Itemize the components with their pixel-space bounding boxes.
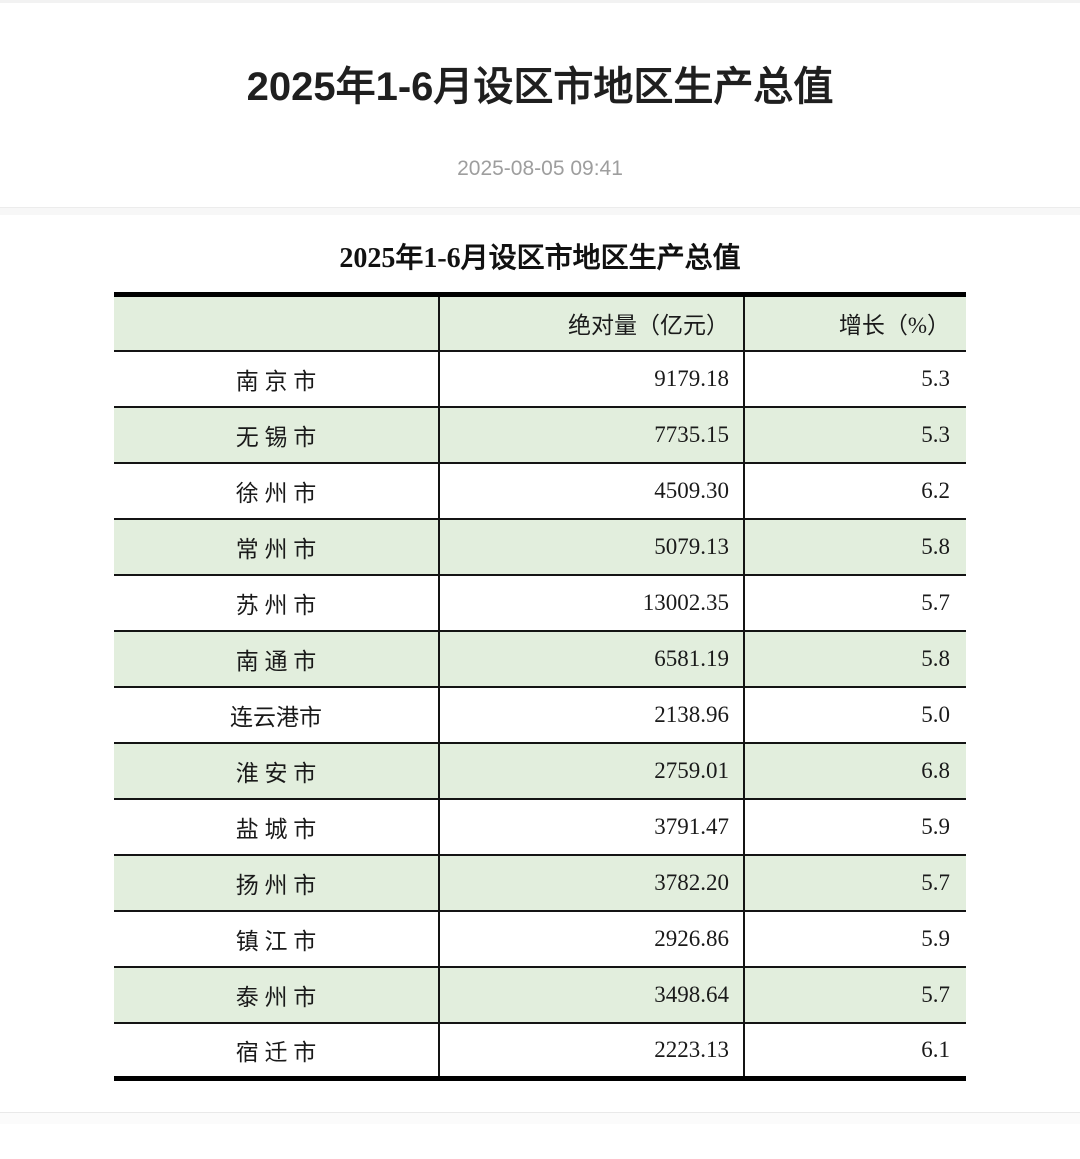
table-title: 2025年1-6月设区市地区生产总值 bbox=[339, 243, 741, 274]
value-cell: 5079.13 bbox=[439, 518, 745, 576]
city-cell: 泰 州 市 bbox=[114, 966, 440, 1024]
city-cell: 镇 江 市 bbox=[114, 910, 440, 968]
growth-cell: 5.9 bbox=[744, 910, 966, 968]
column-header-absolute: 绝对量（亿元） bbox=[439, 294, 745, 352]
table-row: 无 锡 市 7735.15 5.3 bbox=[114, 406, 966, 464]
table-row: 扬 州 市 3782.20 5.7 bbox=[114, 854, 966, 912]
top-divider bbox=[0, 0, 1080, 3]
value-cell: 2759.01 bbox=[439, 742, 745, 800]
publish-date: 2025-08-05 09:41 bbox=[457, 157, 623, 180]
growth-cell: 5.0 bbox=[744, 686, 966, 744]
table-row: 南 京 市 9179.18 5.3 bbox=[114, 350, 966, 408]
table-row: 南 通 市 6581.19 5.8 bbox=[114, 630, 966, 688]
growth-cell: 5.3 bbox=[744, 406, 966, 464]
table-body: 南 京 市 9179.18 5.3 无 锡 市 7735.15 5.3 徐 州 … bbox=[114, 350, 966, 1080]
city-cell: 徐 州 市 bbox=[114, 462, 440, 520]
table-row: 盐 城 市 3791.47 5.9 bbox=[114, 798, 966, 856]
table-row: 宿 迁 市 2223.13 6.1 bbox=[114, 1022, 966, 1080]
city-cell: 南 京 市 bbox=[114, 350, 440, 408]
footer-divider bbox=[0, 1112, 1080, 1124]
value-cell: 3791.47 bbox=[439, 798, 745, 856]
value-cell: 3498.64 bbox=[439, 966, 745, 1024]
table-row: 泰 州 市 3498.64 5.7 bbox=[114, 966, 966, 1024]
city-cell: 盐 城 市 bbox=[114, 798, 440, 856]
header-divider bbox=[0, 207, 1080, 215]
article-header: 2025年1-6月设区市地区生产总值 2025-08-05 09:41 bbox=[0, 3, 1080, 207]
value-cell: 13002.35 bbox=[439, 574, 745, 632]
value-cell: 7735.15 bbox=[439, 406, 745, 464]
table-header-row: 绝对量（亿元） 增长（%） bbox=[114, 294, 966, 352]
value-cell: 2223.13 bbox=[439, 1022, 745, 1080]
city-cell: 南 通 市 bbox=[114, 630, 440, 688]
city-cell: 无 锡 市 bbox=[114, 406, 440, 464]
growth-cell: 5.9 bbox=[744, 798, 966, 856]
city-cell: 苏 州 市 bbox=[114, 574, 440, 632]
city-cell: 常 州 市 bbox=[114, 518, 440, 576]
value-cell: 9179.18 bbox=[439, 350, 745, 408]
page-title: 2025年1-6月设区市地区生产总值 bbox=[246, 65, 834, 109]
city-cell: 淮 安 市 bbox=[114, 742, 440, 800]
column-header-city bbox=[114, 294, 440, 352]
table-row: 常 州 市 5079.13 5.8 bbox=[114, 518, 966, 576]
growth-cell: 5.3 bbox=[744, 350, 966, 408]
growth-cell: 5.8 bbox=[744, 518, 966, 576]
value-cell: 3782.20 bbox=[439, 854, 745, 912]
table-row: 连云港市 2138.96 5.0 bbox=[114, 686, 966, 744]
table-row: 徐 州 市 4509.30 6.2 bbox=[114, 462, 966, 520]
city-cell: 连云港市 bbox=[114, 686, 440, 744]
value-cell: 4509.30 bbox=[439, 462, 745, 520]
gdp-table: 绝对量（亿元） 增长（%） 南 京 市 9179.18 5.3 无 锡 市 77… bbox=[114, 292, 966, 1081]
table-row: 淮 安 市 2759.01 6.8 bbox=[114, 742, 966, 800]
city-cell: 宿 迁 市 bbox=[114, 1022, 440, 1080]
table-row: 苏 州 市 13002.35 5.7 bbox=[114, 574, 966, 632]
growth-cell: 5.7 bbox=[744, 574, 966, 632]
growth-cell: 5.8 bbox=[744, 630, 966, 688]
article-content: 2025年1-6月设区市地区生产总值 绝对量（亿元） 增长（%） 南 京 市 9… bbox=[0, 241, 1080, 1081]
table-row: 镇 江 市 2926.86 5.9 bbox=[114, 910, 966, 968]
column-header-growth: 增长（%） bbox=[744, 294, 966, 352]
value-cell: 2138.96 bbox=[439, 686, 745, 744]
value-cell: 2926.86 bbox=[439, 910, 745, 968]
growth-cell: 6.8 bbox=[744, 742, 966, 800]
growth-cell: 5.7 bbox=[744, 966, 966, 1024]
growth-cell: 6.1 bbox=[744, 1022, 966, 1080]
growth-cell: 6.2 bbox=[744, 462, 966, 520]
growth-cell: 5.7 bbox=[744, 854, 966, 912]
city-cell: 扬 州 市 bbox=[114, 854, 440, 912]
value-cell: 6581.19 bbox=[439, 630, 745, 688]
